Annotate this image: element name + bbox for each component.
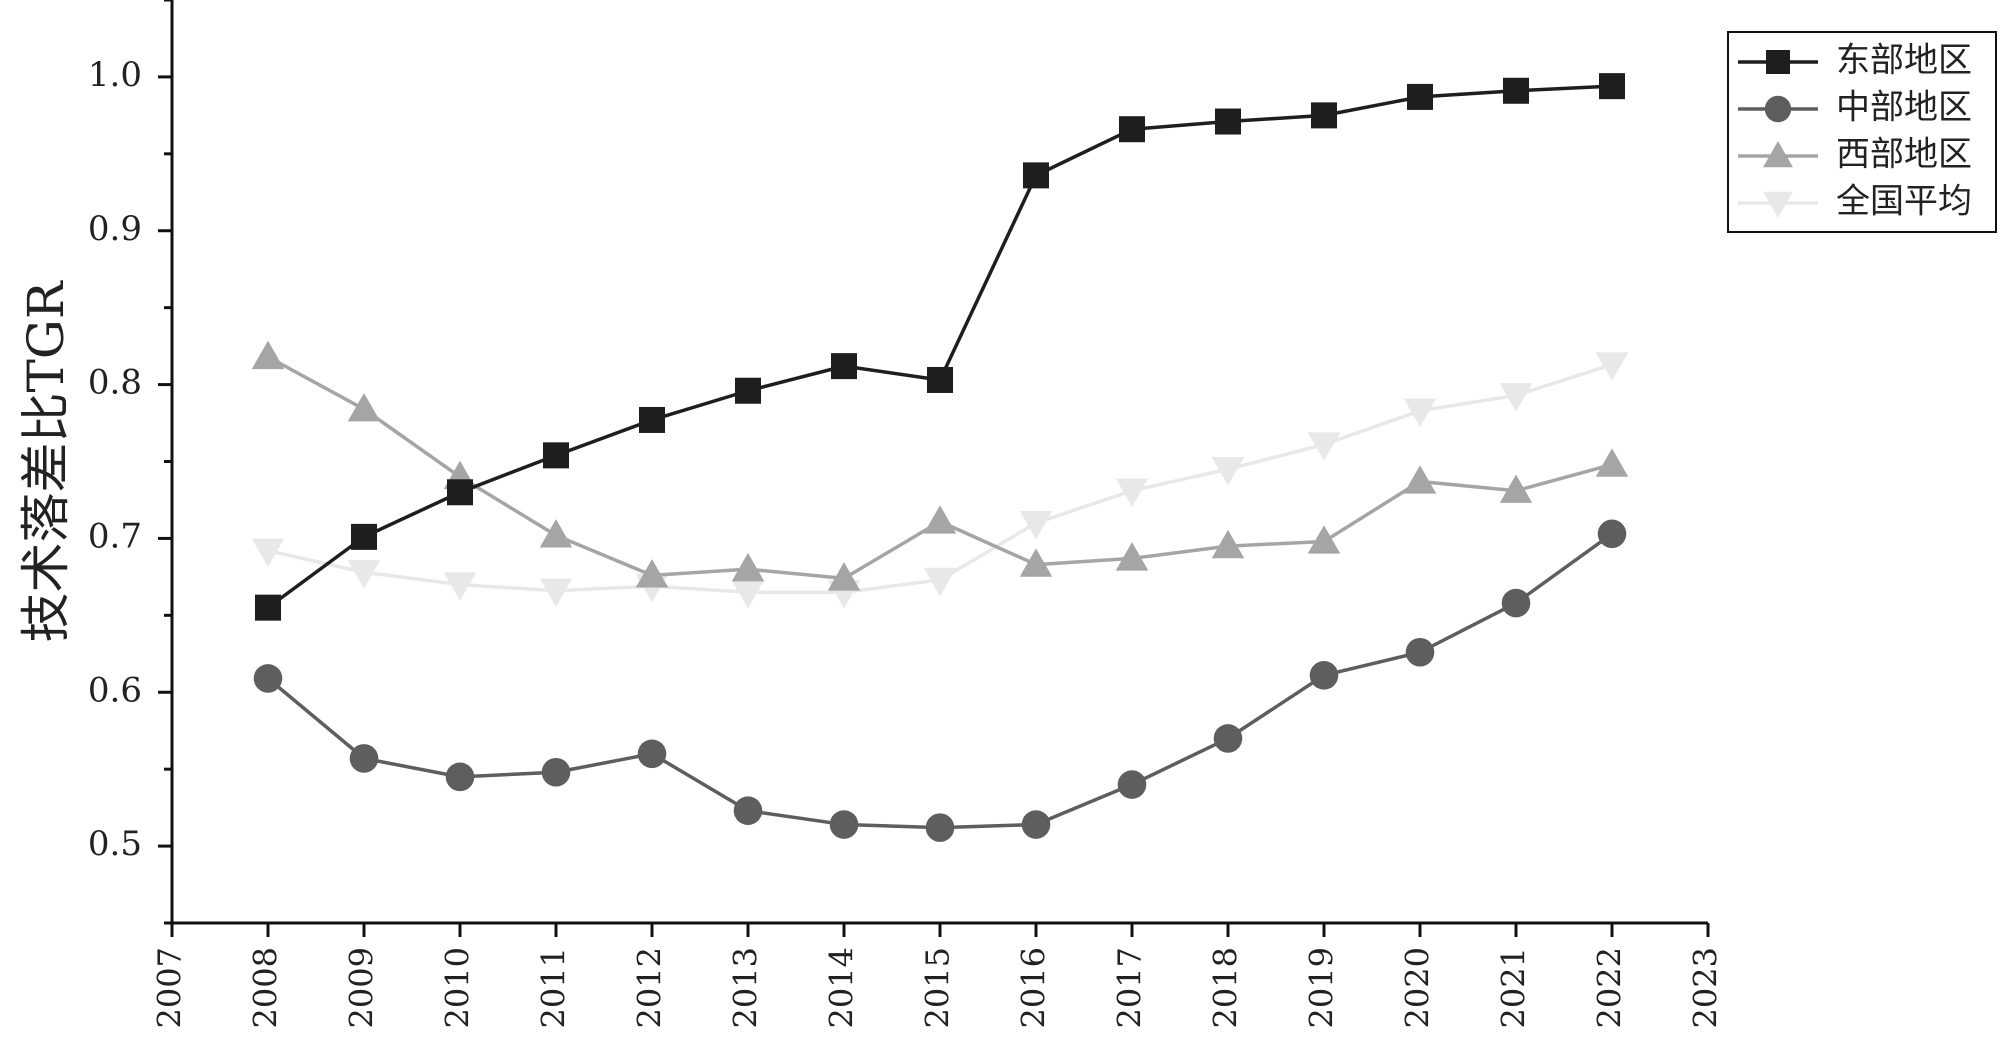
x-tick-label: 2015 bbox=[919, 947, 957, 1028]
y-axis-label: 技术落差比TGR bbox=[17, 280, 75, 642]
data-point bbox=[1215, 108, 1241, 135]
data-point bbox=[731, 552, 765, 582]
x-tick-label: 2012 bbox=[631, 947, 669, 1028]
y-tick-label: 0.7 bbox=[88, 516, 142, 556]
legend-label: 东部地区 bbox=[1836, 41, 1972, 81]
x-tick-label: 2023 bbox=[1687, 947, 1725, 1028]
legend-marker bbox=[1763, 191, 1793, 218]
data-point bbox=[925, 813, 955, 842]
data-point bbox=[1405, 637, 1435, 667]
data-point bbox=[1019, 548, 1053, 577]
data-point bbox=[731, 580, 765, 609]
x-tick-label: 2008 bbox=[247, 947, 285, 1028]
x-tick-label: 2021 bbox=[1495, 947, 1533, 1028]
data-point bbox=[1599, 73, 1625, 100]
x-tick-label: 2013 bbox=[727, 947, 765, 1028]
legend-marker bbox=[1764, 95, 1792, 123]
legend-marker bbox=[1763, 141, 1793, 168]
x-tick-label: 2017 bbox=[1111, 947, 1149, 1028]
legend-label: 全国平均 bbox=[1836, 182, 1972, 222]
data-point bbox=[351, 523, 377, 550]
data-point bbox=[1595, 352, 1629, 381]
series-2 bbox=[253, 519, 1627, 842]
series-1 bbox=[255, 73, 1625, 621]
series-layer bbox=[251, 73, 1629, 842]
data-point bbox=[445, 762, 475, 792]
data-point bbox=[831, 353, 857, 380]
data-point bbox=[253, 664, 283, 693]
data-point bbox=[251, 538, 285, 567]
y-tick-label: 0.5 bbox=[88, 824, 142, 864]
data-point bbox=[1115, 542, 1149, 571]
data-point bbox=[1307, 525, 1341, 554]
data-point bbox=[635, 559, 669, 588]
data-point bbox=[1403, 465, 1437, 494]
legend-item: 东部地区 bbox=[1738, 41, 1972, 81]
x-tick-label: 2009 bbox=[343, 947, 381, 1028]
x-tick-label: 2007 bbox=[151, 947, 189, 1028]
data-point bbox=[1403, 398, 1437, 427]
data-point bbox=[1597, 519, 1627, 549]
data-point bbox=[637, 739, 667, 769]
data-point bbox=[923, 505, 957, 534]
data-point bbox=[1213, 724, 1243, 753]
data-point bbox=[1019, 510, 1053, 540]
x-tick-label: 2018 bbox=[1207, 947, 1245, 1028]
data-point bbox=[255, 594, 281, 621]
legend-item: 中部地区 bbox=[1738, 88, 1972, 128]
x-tick-label: 2019 bbox=[1303, 947, 1341, 1028]
data-point bbox=[1307, 432, 1341, 461]
data-point bbox=[1499, 474, 1533, 503]
legend-item: 全国平均 bbox=[1738, 182, 1972, 222]
data-point bbox=[447, 479, 473, 506]
y-tick-label: 0.6 bbox=[88, 670, 142, 710]
data-point bbox=[1115, 478, 1149, 507]
y-tick-label: 0.8 bbox=[88, 363, 142, 403]
x-tick-label: 2011 bbox=[535, 947, 573, 1028]
data-point bbox=[539, 578, 573, 607]
data-point bbox=[1407, 83, 1433, 110]
data-point bbox=[543, 442, 569, 469]
x-tick-label: 2020 bbox=[1399, 947, 1437, 1028]
data-point bbox=[251, 340, 285, 370]
data-point bbox=[735, 377, 761, 404]
y-tick-label: 0.9 bbox=[88, 209, 142, 249]
data-point bbox=[923, 567, 957, 597]
data-point bbox=[541, 757, 571, 787]
data-point bbox=[1499, 383, 1533, 412]
data-point bbox=[1595, 448, 1629, 477]
data-point bbox=[1023, 162, 1049, 189]
data-point bbox=[349, 744, 379, 773]
axes: 0.5 0.6 0.7 0.8 0.9 1.0 2007 2008 2009 2010 2011 20… bbox=[88, 0, 1725, 1028]
data-point bbox=[1211, 529, 1245, 559]
x-tick-label: 2010 bbox=[439, 947, 477, 1028]
legend-item: 西部地区 bbox=[1738, 135, 1972, 175]
data-point bbox=[1501, 588, 1531, 618]
data-point bbox=[733, 796, 763, 826]
data-point bbox=[347, 392, 381, 422]
data-point bbox=[1211, 457, 1245, 486]
data-point bbox=[829, 810, 859, 839]
legend-label: 西部地区 bbox=[1836, 135, 1972, 175]
x-tick-label: 2016 bbox=[1015, 947, 1053, 1028]
data-point bbox=[539, 519, 573, 548]
data-point bbox=[1117, 770, 1147, 799]
x-tick-label: 2014 bbox=[823, 947, 861, 1028]
data-point bbox=[347, 560, 381, 589]
data-point bbox=[1021, 810, 1051, 839]
data-point bbox=[1119, 116, 1145, 143]
data-point bbox=[927, 366, 953, 393]
legend-marker bbox=[1766, 50, 1790, 74]
data-point bbox=[1503, 77, 1529, 104]
y-tick-label: 1.0 bbox=[88, 55, 142, 95]
data-point bbox=[1309, 661, 1339, 690]
data-point bbox=[827, 562, 861, 591]
data-point bbox=[1311, 102, 1337, 129]
legend-label: 中部地区 bbox=[1836, 88, 1972, 128]
data-point bbox=[639, 406, 665, 433]
data-point bbox=[443, 572, 477, 601]
x-tick-label: 2022 bbox=[1591, 947, 1629, 1028]
